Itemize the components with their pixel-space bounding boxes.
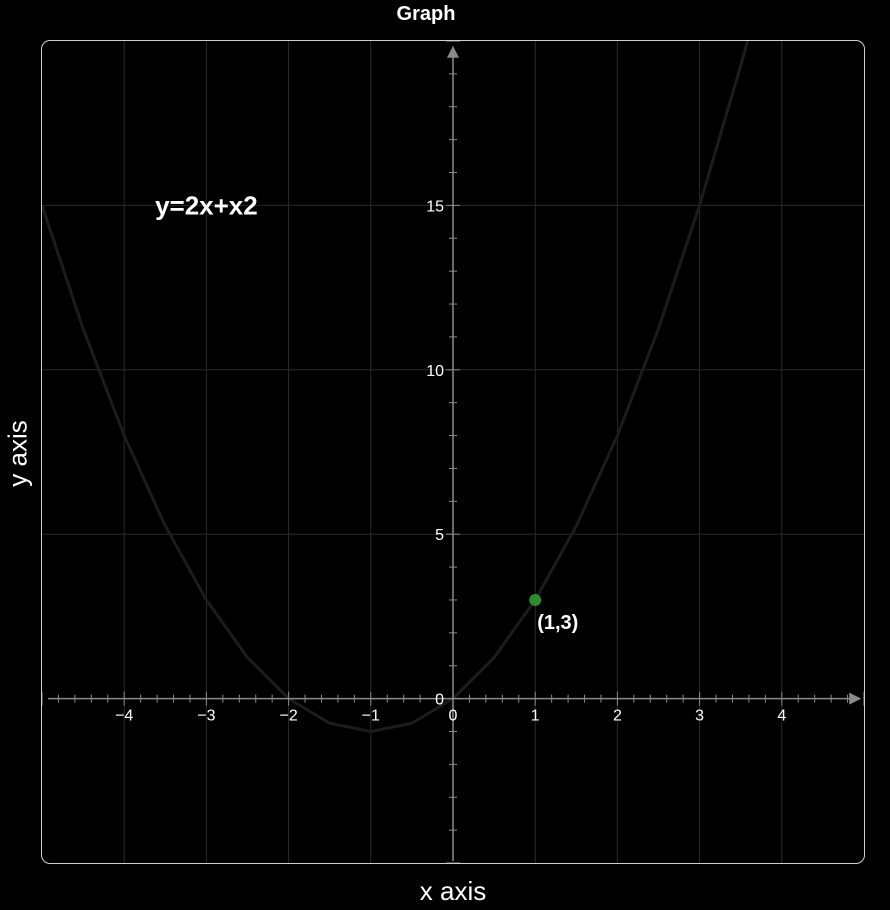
highlight-group: (1,3) (529, 593, 578, 634)
labels: −4 −3 −2 −1 0 1 2 3 4 0 5 10 15 y=2x+x2 (115, 190, 786, 724)
highlight-point (529, 593, 542, 606)
y-tick-label: 10 (426, 363, 444, 380)
axes (42, 41, 864, 863)
x-tick-label: 1 (531, 708, 540, 725)
x-tick-label: −2 (279, 708, 297, 725)
x-tick-label: −3 (197, 708, 215, 725)
chart-title: Graph (396, 3, 456, 25)
y-tick-label: 5 (435, 527, 444, 544)
y-axis-label: y axis (2, 420, 33, 487)
x-tick-label: 0 (449, 708, 458, 725)
x-axis-label: x axis (419, 876, 487, 906)
y-tick-label: 0 (435, 692, 444, 709)
plot-area[interactable]: −4 −3 −2 −1 0 1 2 3 4 0 5 10 15 y=2x+x2 (1,3) (41, 40, 865, 864)
x-tick-label: 4 (777, 708, 786, 725)
equation-label: y=2x+x2 (155, 190, 258, 220)
function-curve (42, 41, 750, 734)
x-tick-label: −4 (115, 708, 133, 725)
y-tick-label: 15 (426, 198, 444, 215)
function-curve-group (42, 41, 750, 734)
highlight-point-label: (1,3) (537, 612, 578, 634)
x-tick-label: −1 (362, 708, 380, 725)
plot-svg: −4 −3 −2 −1 0 1 2 3 4 0 5 10 15 y=2x+x2 (1,3) (42, 41, 864, 863)
x-tick-label: 3 (695, 708, 704, 725)
x-tick-label: 2 (613, 708, 622, 725)
